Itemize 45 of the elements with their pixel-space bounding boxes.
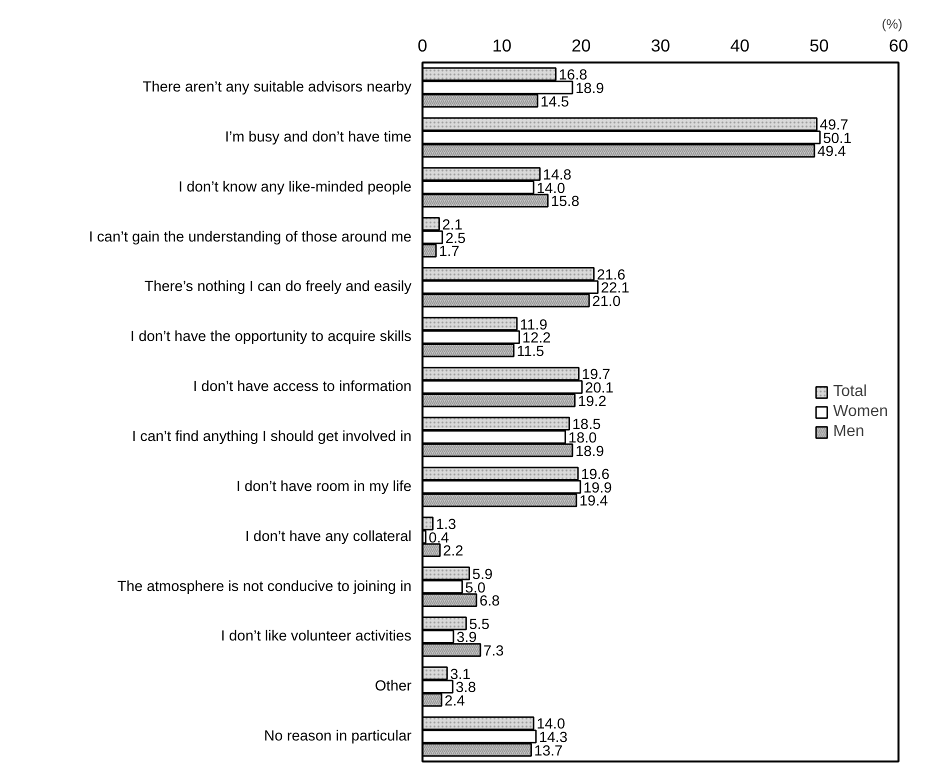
data-label: 2.1 — [442, 217, 463, 234]
y-tick-label: There aren’t any suitable advisors nearby — [142, 79, 412, 96]
data-label: 14.5 — [540, 94, 570, 110]
text: (%) — [882, 16, 903, 32]
x-tick-label: 40 — [730, 36, 750, 56]
y-tick-label: The atmosphere is not conducive to joining in — [117, 578, 412, 595]
y-tick-label: I don’t know any like-minded people — [178, 179, 412, 196]
y-tick-label: There’s nothing I can do freely and easily — [144, 279, 412, 296]
data-label: 3.9 — [456, 630, 477, 646]
x-tick-label: 50 — [810, 36, 829, 56]
y-tick-label: I can’t gain the understanding of those around me — [88, 229, 412, 246]
x-tick-label: 0 — [418, 36, 428, 56]
y-tick-label: I don’t have the opportunity to acquire skills — [130, 329, 412, 346]
y-tick-label: I’m busy and don’t have time — [224, 129, 412, 146]
y-tick-label: I can’t find anything I should get involved in — [132, 428, 412, 445]
data-label: 19.7 — [582, 367, 610, 384]
data-label: 18.9 — [575, 444, 604, 460]
data-label: 1.7 — [438, 244, 460, 260]
data-label: 7.3 — [483, 643, 504, 660]
data-label: 15.8 — [550, 194, 580, 210]
x-tick-label: 20 — [572, 36, 591, 56]
y-tick-label: I don’t like volunteer activities — [220, 628, 412, 645]
y-tick-label: I don’t have any collateral — [245, 528, 412, 545]
y-tick-label: I don’t have room in my life — [236, 478, 412, 495]
data-label: 3.1 — [450, 666, 470, 683]
data-label: 6.8 — [479, 594, 500, 610]
data-label: 5.9 — [472, 566, 493, 583]
y-tick-label: Other — [374, 678, 412, 695]
data-label: 14.0 — [536, 716, 566, 733]
legend-label: Women — [833, 402, 888, 420]
y-tick-label: No reason in particular — [264, 728, 412, 745]
data-label: 2.5 — [445, 230, 466, 247]
data-label: 5.0 — [465, 580, 486, 596]
data-label: 21.6 — [596, 267, 626, 284]
data-label: 5.5 — [469, 616, 490, 633]
data-label: 2.2 — [442, 544, 464, 560]
x-tick-label: 30 — [650, 36, 670, 56]
legend-label: Total — [833, 382, 867, 400]
y-tick-label: I don’t have access to information — [193, 379, 412, 396]
data-label: 11.9 — [520, 317, 548, 334]
x-tick-label: 10 — [492, 36, 512, 56]
x-tick-label: 60 — [888, 36, 908, 56]
data-label: 19.4 — [579, 494, 608, 510]
legend-label: Men — [833, 422, 864, 440]
data-label: 49.4 — [817, 144, 846, 160]
